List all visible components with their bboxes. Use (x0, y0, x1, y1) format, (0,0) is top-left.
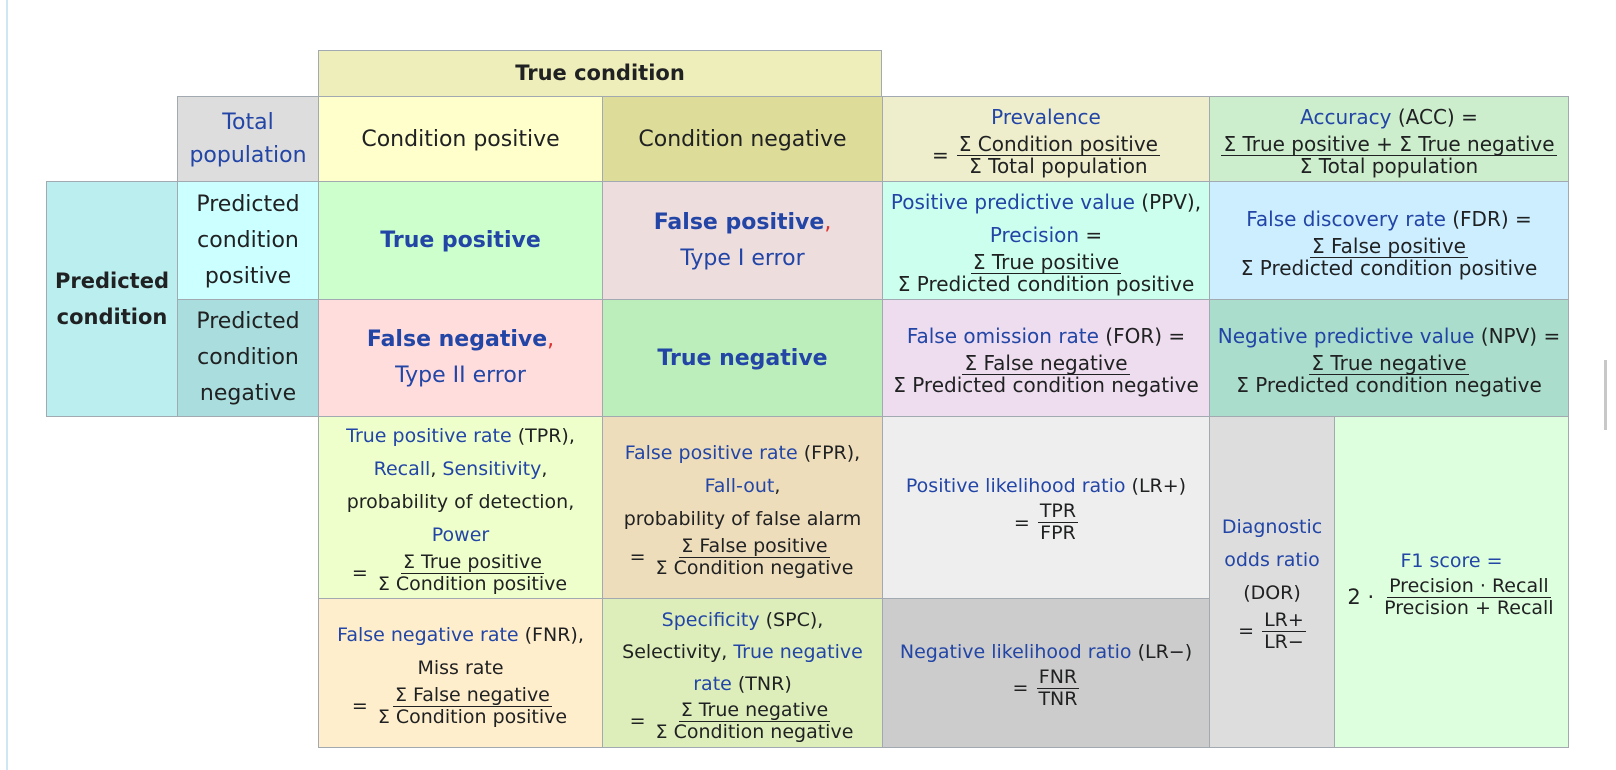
lr-negative-link[interactable]: Negative likelihood ratio (899, 640, 1132, 663)
false-positive-cell: False positive, Type I error (602, 181, 883, 300)
specificity-cell: Specificity (SPC), Selectivity, True neg… (602, 598, 883, 748)
ppv-formula: Σ True positive Σ Predicted condition pos… (897, 250, 1195, 296)
lr-positive-link[interactable]: Positive likelihood ratio (905, 475, 1126, 497)
total-population-cell: Total population (177, 96, 319, 182)
lr-negative-cell: Negative likelihood ratio (LR−) = FNR TNR (882, 598, 1210, 748)
prevalence-formula: = Σ Condition positive Σ Total population (931, 132, 1160, 178)
fpr-link[interactable]: False positive rate (624, 441, 798, 464)
false-negative-link[interactable]: False negative (366, 327, 548, 352)
npv-formula: Σ True negative Σ Predicted condition neg… (1236, 351, 1542, 397)
for-cell: False omission rate (FOR) = Σ False nega… (882, 299, 1210, 417)
page-left-border (6, 0, 8, 770)
for-formula: Σ False negative Σ Predicted condition ne… (893, 351, 1199, 397)
tpr-formula: = Σ True positive Σ Condition positive (351, 551, 568, 595)
f1-score-cell: F1 score = 2 · Precision · Recall Precisi… (1334, 416, 1569, 748)
f1-score-link: F1 score (1400, 549, 1481, 572)
tnr-link-2[interactable]: rate (693, 672, 732, 695)
prevalence-cell: Prevalence = Σ Condition positive Σ Total… (882, 96, 1210, 182)
dor-cell: Diagnostic odds ratio (DOR) = LR+ LR− (1209, 416, 1335, 748)
true-negative-cell: True negative (602, 299, 883, 417)
lr-positive-cell: Positive likelihood ratio (LR+) = TPR FPR (882, 416, 1210, 599)
tnr-link[interactable]: True negative (733, 640, 863, 663)
condition-negative-cell: Condition negative (602, 96, 883, 182)
fnr-cell: False negative rate (FNR), Miss rate = Σ… (318, 598, 603, 748)
predicted-positive-cell: Predicted condition positive (177, 181, 319, 300)
recall-link[interactable]: Recall (373, 458, 431, 480)
npv-cell: Negative predictive value (NPV) = Σ True… (1209, 299, 1569, 417)
fpr-cell: False positive rate (FPR), Fall-out, pro… (602, 416, 883, 599)
lr-negative-formula: = FNR TNR (1012, 665, 1080, 710)
lr-positive-formula: = TPR FPR (1013, 500, 1079, 544)
false-negative-cell: False negative, Type II error (318, 299, 603, 417)
dor-formula: = LR+ LR− (1238, 609, 1306, 653)
predicted-condition-header: Predicted condition (46, 181, 178, 417)
fnr-formula: = Σ False negative Σ Condition positive (351, 683, 568, 728)
fdr-formula: Σ False positive Σ Predicted condition po… (1240, 233, 1538, 280)
fnr-link[interactable]: False negative rate (337, 623, 519, 646)
fdr-link[interactable]: False discovery rate (1246, 206, 1446, 231)
precision-link[interactable]: Precision (989, 223, 1080, 247)
prevalence-link[interactable]: Prevalence (991, 105, 1101, 129)
type2-error-link[interactable]: Type II error (395, 363, 526, 388)
tpr-link[interactable]: True positive rate (346, 425, 512, 447)
true-negative-link[interactable]: True negative (657, 345, 828, 371)
true-positive-link[interactable]: True positive (380, 228, 541, 253)
fpr-formula: = Σ False positive Σ Condition negative (629, 534, 854, 579)
for-link[interactable]: False omission rate (906, 324, 1099, 348)
ppv-link[interactable]: Positive predictive value (890, 190, 1135, 214)
accuracy-formula: Σ True positive + Σ True negative Σ Total… (1221, 132, 1557, 178)
sensitivity-link[interactable]: Sensitivity (442, 458, 542, 480)
type1-error-link[interactable]: Type I error (680, 245, 805, 271)
power-link[interactable]: Power (431, 524, 490, 546)
condition-positive-cell: Condition positive (318, 96, 603, 182)
true-positive-cell: True positive (318, 181, 603, 300)
npv-link[interactable]: Negative predictive value (1217, 324, 1475, 348)
specificity-formula: = Σ True negative Σ Condition negative (629, 698, 854, 743)
total-population-link[interactable]: Total population (189, 110, 307, 168)
f1-formula: 2 · Precision · Recall Precision + Recall (1347, 574, 1554, 619)
fall-out-link[interactable]: Fall-out (704, 474, 775, 497)
accuracy-cell: Accuracy (ACC) = Σ True positive + Σ Tru… (1209, 96, 1569, 182)
dor-link[interactable]: Diagnostic (1221, 516, 1323, 538)
dor-link-2[interactable]: odds ratio (1224, 549, 1320, 571)
predicted-negative-cell: Predicted condition negative (177, 299, 319, 417)
true-condition-header: True condition (318, 50, 882, 97)
accuracy-link[interactable]: Accuracy (1300, 105, 1392, 129)
ppv-cell: Positive predictive value (PPV), Precisi… (882, 181, 1210, 300)
scrollbar-thumb[interactable] (1604, 360, 1607, 430)
fdr-cell: False discovery rate (FDR) = Σ False pos… (1209, 181, 1569, 300)
false-positive-link[interactable]: False positive (653, 209, 825, 235)
specificity-link[interactable]: Specificity (661, 608, 760, 631)
tpr-cell: True positive rate (TPR), Recall, Sensit… (318, 416, 603, 599)
